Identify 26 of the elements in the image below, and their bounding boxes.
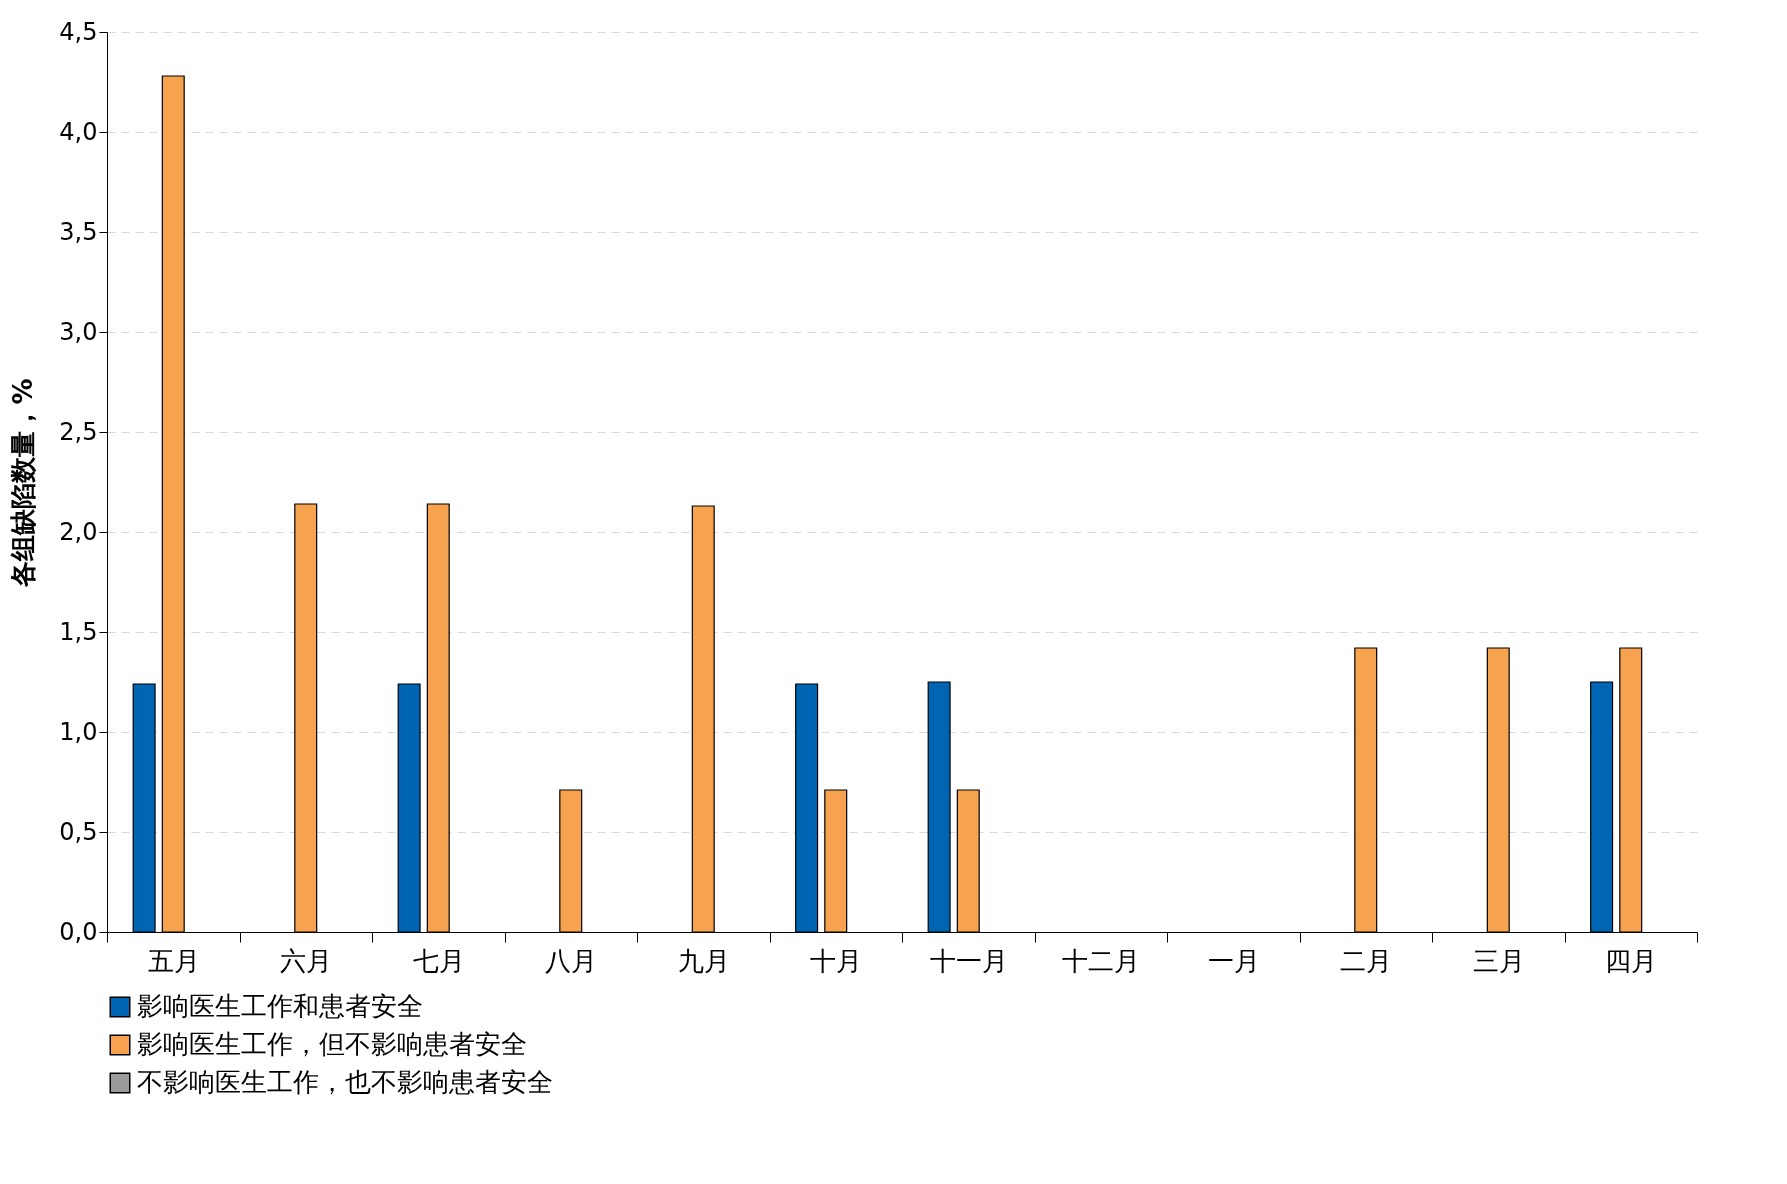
y-tick-label: 0,0 [59, 917, 98, 946]
y-tick-label: 1,0 [59, 717, 98, 746]
x-tick-label: 九月 [677, 945, 730, 976]
y-tick-label: 0,5 [59, 817, 98, 846]
x-tick-label: 十一月 [929, 945, 1008, 976]
x-tick-label: 二月 [1340, 945, 1393, 976]
x-tick-label: 十二月 [1062, 945, 1141, 976]
x-tick-label: 六月 [280, 945, 333, 976]
y-tick-label: 2,5 [59, 417, 98, 446]
x-tick-label: 十月 [810, 945, 863, 976]
x-tick-label: 五月 [147, 945, 200, 976]
legend-label: 不影响医生工作，也不影响患者安全 [137, 1067, 553, 1097]
y-axis-title: 各组缺陷数量，% [8, 378, 39, 588]
x-tick-label: 四月 [1605, 945, 1658, 976]
y-tick-label: 3,5 [59, 217, 98, 246]
legend-label: 影响医生工作和患者安全 [137, 991, 423, 1021]
x-tick-label: 八月 [545, 945, 598, 976]
y-tick-label: 4,0 [59, 117, 98, 146]
x-tick-label: 一月 [1207, 945, 1260, 976]
legend-label: 影响医生工作，但不影响患者安全 [137, 1029, 527, 1059]
y-tick-label: 2,0 [59, 517, 98, 546]
x-tick-label: 三月 [1472, 945, 1525, 976]
y-tick-label: 3,0 [59, 317, 98, 346]
y-tick-label: 1,5 [59, 617, 98, 646]
x-tick-label: 七月 [412, 945, 465, 976]
y-tick-label: 4,5 [59, 17, 98, 46]
